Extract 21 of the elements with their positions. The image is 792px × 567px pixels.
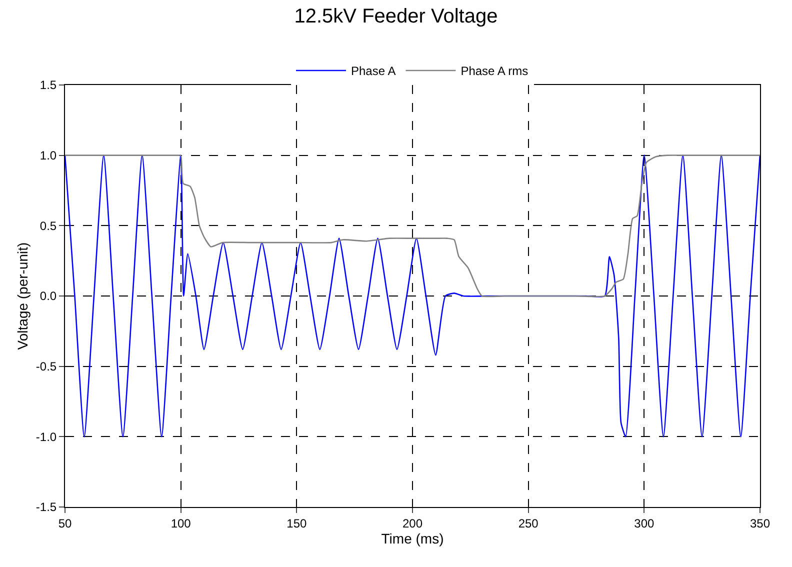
x-tick-label: 50 (58, 516, 72, 530)
x-tick-label: 250 (518, 516, 539, 530)
x-tick-label: 150 (286, 516, 307, 530)
chart-title: 12.5kV Feeder Voltage (294, 6, 498, 28)
y-axis-title: Voltage (per-unit) (14, 242, 31, 350)
y-tick-label: -0.5 (36, 360, 57, 374)
x-tick-label: 100 (170, 516, 192, 530)
y-tick-label: 1.0 (40, 148, 57, 163)
legend-label: Phase A rms (460, 64, 528, 78)
line-series (65, 154, 760, 438)
y-tick-label: 0.5 (40, 218, 57, 233)
x-tick-label: 200 (402, 516, 423, 530)
x-axis-title: Time (ms) (381, 530, 444, 546)
x-tick-label: 350 (750, 516, 770, 530)
line-series (65, 154, 760, 298)
y-tick-label: -1.0 (36, 430, 57, 444)
legend-label: Phase A (351, 64, 396, 78)
y-tick-label: -1.5 (36, 500, 57, 514)
y-tick-label: 0.0 (40, 289, 57, 304)
x-tick-label: 300 (634, 516, 654, 530)
y-tick-label: 1.5 (40, 78, 57, 92)
